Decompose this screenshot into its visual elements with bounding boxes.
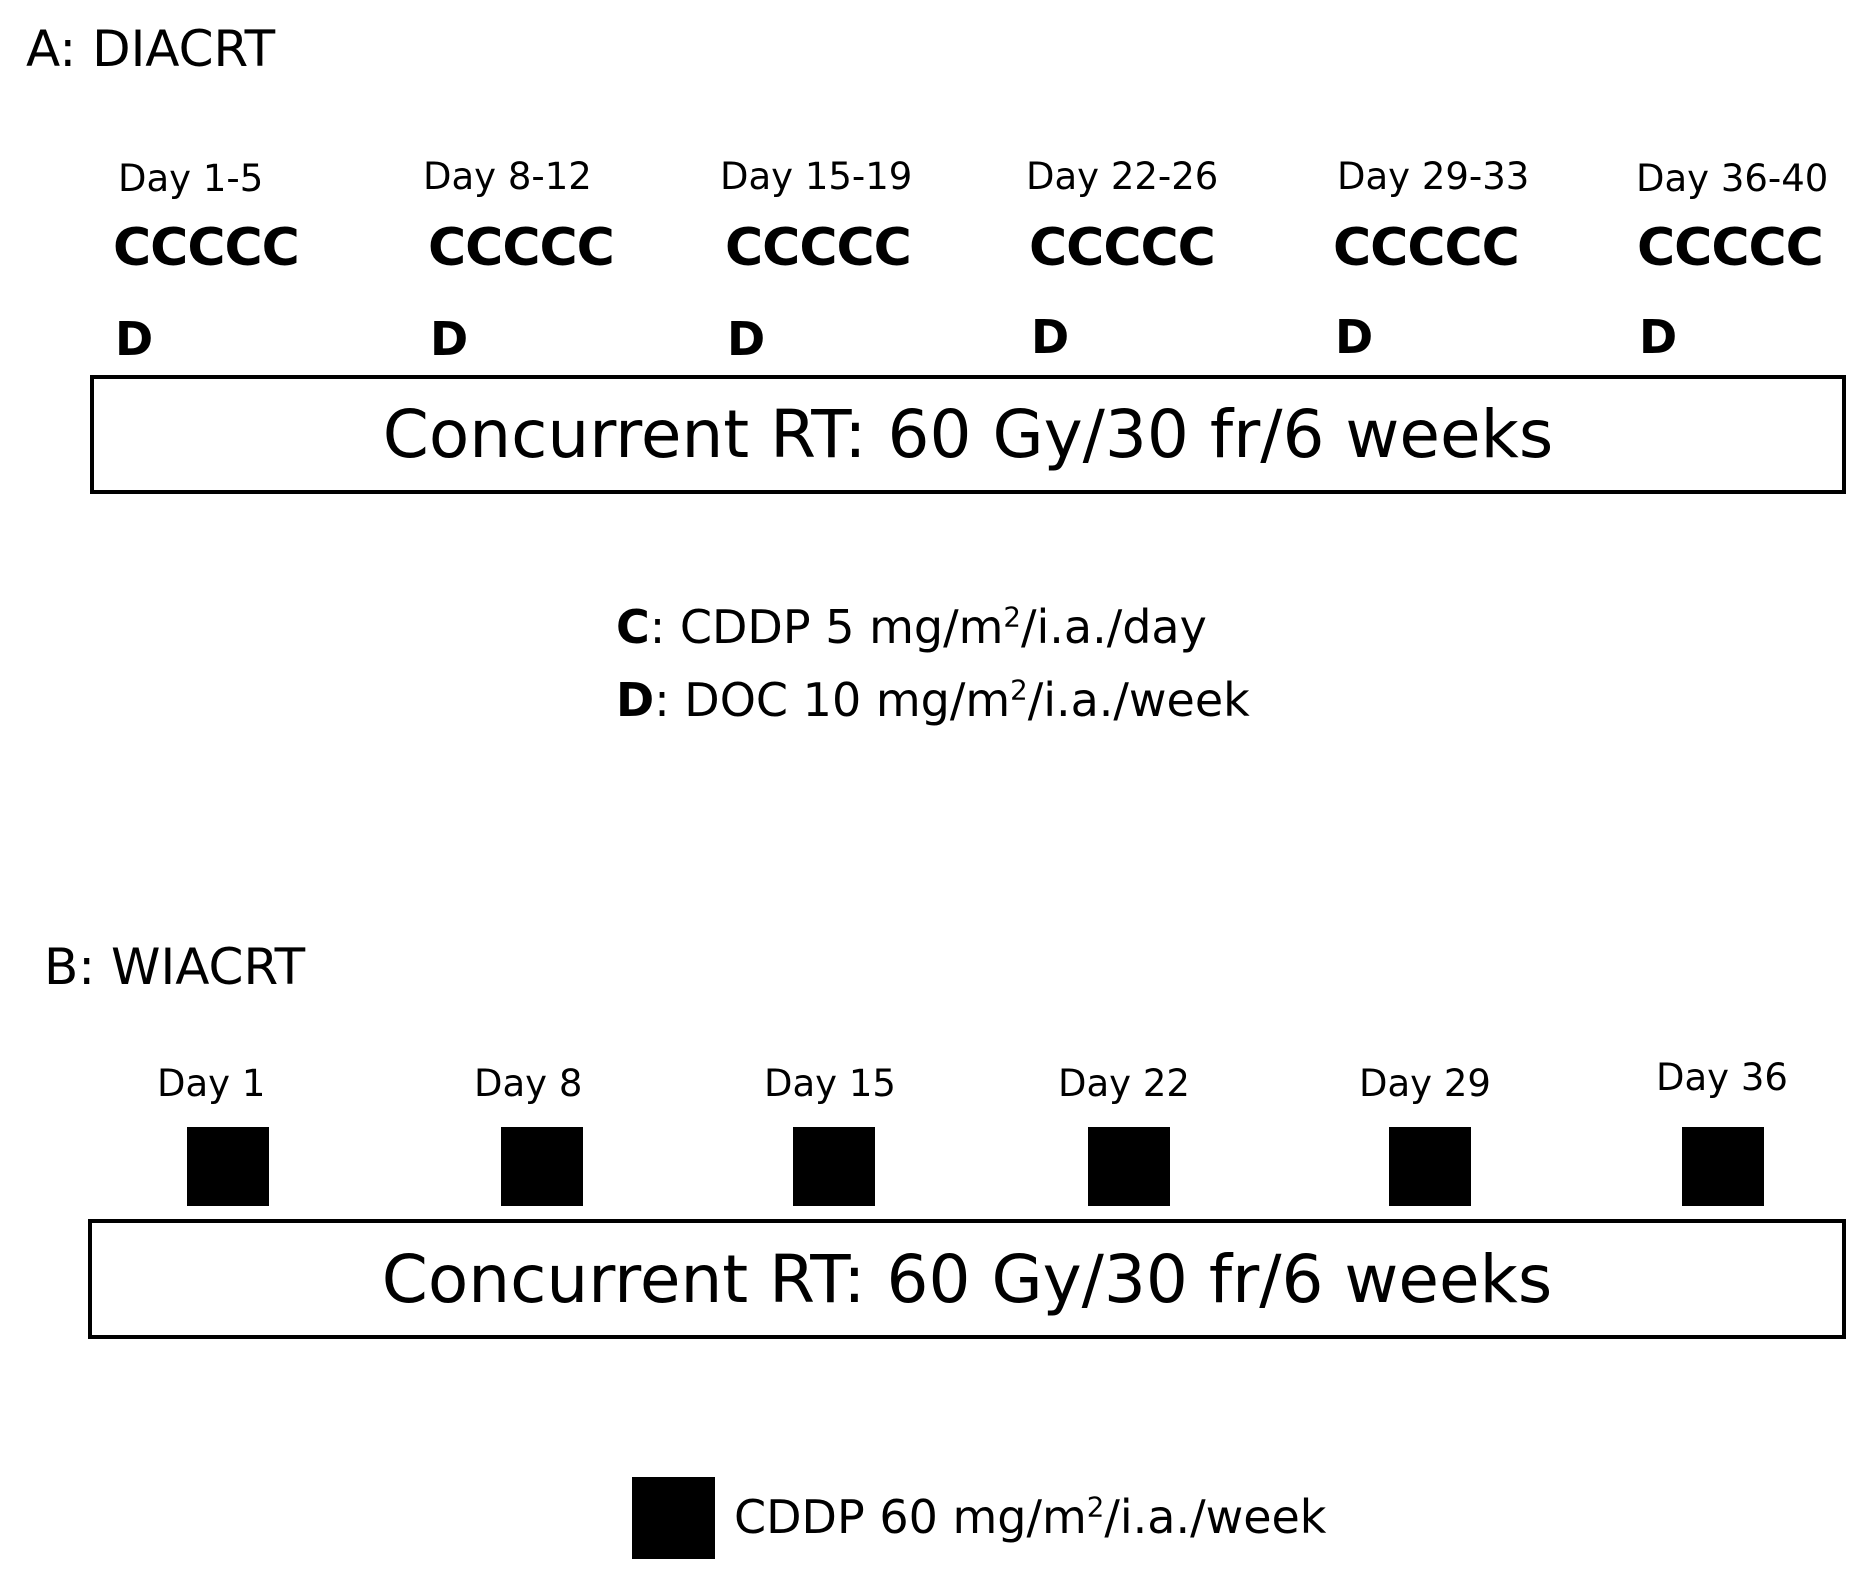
doc-weekly-dose: D — [1639, 310, 1678, 364]
legend-c-text: : CDDP 5 mg/m — [649, 600, 1004, 654]
legend-c: C: CDDP 5 mg/m2/i.a./day — [616, 600, 1207, 650]
doc-weekly-dose: D — [430, 312, 469, 366]
legend-cddp-weekly-sup: 2 — [1086, 1490, 1105, 1524]
legend-d-text: : DOC 10 mg/m — [654, 673, 1011, 727]
panel-a-day-label: Day 36-40 — [1636, 157, 1829, 200]
cddp-weekly-square — [187, 1127, 269, 1206]
legend-c-text-post: /i.a./day — [1020, 600, 1207, 654]
legend-square-icon — [632, 1477, 715, 1559]
panel-b-title: B: WIACRT — [44, 938, 306, 996]
panel-b-day-label: Day 1 — [157, 1062, 266, 1105]
panel-a-day-label: Day 8-12 — [423, 155, 592, 198]
cddp-daily-doses: CCCCC — [1637, 218, 1824, 278]
panel-a-rt-box: Concurrent RT: 60 Gy/30 fr/6 weeks — [90, 375, 1846, 494]
legend-c-sup: 2 — [1003, 600, 1021, 634]
cddp-daily-doses: CCCCC — [1029, 218, 1216, 278]
legend-cddp-weekly-text: CDDP 60 mg/m — [734, 1490, 1087, 1544]
cddp-daily-doses: CCCCC — [725, 218, 912, 278]
cddp-weekly-square — [1682, 1127, 1764, 1206]
legend-d-key: D — [616, 673, 655, 727]
panel-b-day-label: Day 8 — [474, 1062, 583, 1105]
legend-c-key: C — [616, 600, 650, 654]
legend-d-text-post: /i.a./week — [1027, 673, 1250, 727]
legend-cddp-weekly: CDDP 60 mg/m2/i.a./week — [734, 1490, 1326, 1540]
cddp-weekly-square — [1088, 1127, 1170, 1206]
panel-a-day-label: Day 15-19 — [720, 155, 913, 198]
doc-weekly-dose: D — [1031, 310, 1070, 364]
doc-weekly-dose: D — [727, 312, 766, 366]
panel-a-day-label: Day 1-5 — [118, 157, 264, 200]
doc-weekly-dose: D — [115, 312, 154, 366]
legend-d-sup: 2 — [1010, 673, 1028, 707]
panel-b-rt-label: Concurrent RT: 60 Gy/30 fr/6 weeks — [381, 1240, 1553, 1318]
panel-b-rt-box: Concurrent RT: 60 Gy/30 fr/6 weeks — [88, 1219, 1846, 1339]
legend-d: D: DOC 10 mg/m2/i.a./week — [616, 673, 1250, 723]
cddp-daily-doses: CCCCC — [1333, 218, 1520, 278]
legend-cddp-weekly-text-post: /i.a./week — [1104, 1490, 1327, 1544]
panel-b-day-label: Day 29 — [1359, 1062, 1491, 1105]
cddp-weekly-square — [1389, 1127, 1471, 1206]
cddp-weekly-square — [501, 1127, 583, 1206]
panel-a-day-label: Day 29-33 — [1337, 155, 1530, 198]
cddp-weekly-square — [793, 1127, 875, 1206]
panel-a-title: A: DIACRT — [26, 20, 276, 78]
panel-b-day-label: Day 22 — [1058, 1062, 1190, 1105]
cddp-daily-doses: CCCCC — [113, 218, 300, 278]
panel-b-day-label: Day 36 — [1656, 1056, 1788, 1099]
panel-a-day-label: Day 22-26 — [1026, 155, 1219, 198]
cddp-daily-doses: CCCCC — [428, 218, 615, 278]
doc-weekly-dose: D — [1335, 310, 1374, 364]
panel-b-day-label: Day 15 — [764, 1062, 896, 1105]
panel-a-rt-label: Concurrent RT: 60 Gy/30 fr/6 weeks — [382, 396, 1554, 473]
